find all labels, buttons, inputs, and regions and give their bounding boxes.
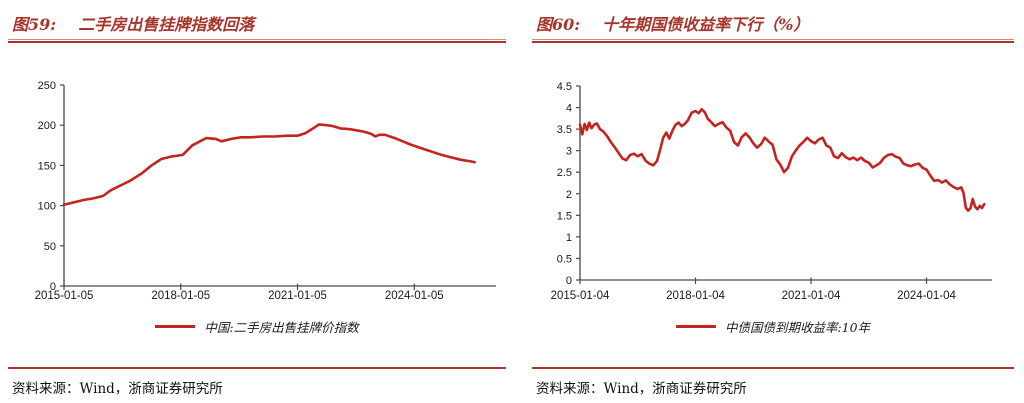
bond-yield-line-chart: 0 0.5 1 1.5 2 2.5 3 3.5 4 4.5 2015-01-04 2018-01-04… [551, 81, 992, 302]
svg-text:2021-01-05: 2021-01-05 [268, 290, 327, 302]
legend-label: 中国:二手房出售挂牌价指数 [204, 319, 359, 335]
svg-text:2.5: 2.5 [557, 167, 572, 179]
figure-59-caption: 二手房出售挂牌指数回落 [78, 15, 255, 34]
legend-line-sample [675, 324, 716, 328]
svg-text:3: 3 [566, 146, 572, 158]
listing-index-line-chart: 0 50 100 150 200 250 2015-01-05 2018-01-05 2021-… [35, 80, 496, 302]
figure-60-title-row: 图60: 十年期国债收益率下行（%） [536, 11, 809, 35]
figure-59-number: 图59: [12, 15, 57, 34]
source-text: 资料来源：Wind，浙商证券研究所 [536, 381, 747, 397]
figure-panel-60: 图60: 十年期国债收益率下行（%） 0 0.5 1 1.5 2 2.5 3 3.5 4 4.5 20… [532, 0, 1014, 403]
figure-59-source-divider [8, 367, 506, 369]
svg-text:2024-01-05: 2024-01-05 [385, 290, 444, 302]
svg-text:150: 150 [38, 160, 56, 172]
svg-text:1.5: 1.5 [557, 210, 572, 222]
figure-panel-59: 图59: 二手房出售挂牌指数回落 0 50 100 150 200 250 2015-01-0… [8, 0, 506, 403]
figure-60-source-divider [532, 367, 1014, 369]
figure-60-legend: 中债国债到期收益率:10年 [532, 317, 1014, 335]
svg-text:200: 200 [38, 120, 56, 132]
svg-text:0: 0 [50, 281, 56, 293]
svg-text:2021-01-04: 2021-01-04 [782, 290, 841, 302]
svg-text:250: 250 [38, 80, 56, 92]
figure-60-title-divider [532, 39, 1014, 44]
legend-label: 中债国债到期收益率:10年 [724, 319, 871, 335]
figure-59-source-note: 资料来源：Wind，浙商证券研究所 [12, 377, 506, 397]
svg-text:1: 1 [566, 232, 572, 244]
svg-text:3.5: 3.5 [557, 124, 572, 136]
figure-59-legend: 中国:二手房出售挂牌价指数 [8, 317, 506, 335]
svg-text:2024-01-04: 2024-01-04 [897, 290, 956, 302]
svg-text:2018-01-05: 2018-01-05 [151, 290, 210, 302]
svg-text:2015-01-04: 2015-01-04 [551, 290, 610, 302]
svg-text:2: 2 [566, 189, 572, 201]
figure-60-number: 图60: [536, 15, 581, 34]
svg-text:4: 4 [566, 103, 572, 115]
legend-line-sample [155, 324, 196, 328]
svg-text:50: 50 [44, 241, 56, 253]
figure-59-title-divider [8, 39, 506, 44]
svg-text:0.5: 0.5 [557, 253, 572, 265]
figure-60-caption: 十年期国债收益率下行（%） [602, 15, 810, 34]
svg-text:2018-01-04: 2018-01-04 [666, 290, 725, 302]
figure-60-source-note: 资料来源：Wind，浙商证券研究所 [536, 377, 1014, 397]
figure-59-title-row: 图59: 二手房出售挂牌指数回落 [12, 11, 254, 35]
svg-text:4.5: 4.5 [557, 81, 572, 93]
source-text: 资料来源：Wind，浙商证券研究所 [12, 381, 223, 397]
svg-text:100: 100 [38, 201, 56, 213]
svg-text:0: 0 [566, 275, 572, 287]
svg-text:2015-01-05: 2015-01-05 [35, 290, 94, 302]
